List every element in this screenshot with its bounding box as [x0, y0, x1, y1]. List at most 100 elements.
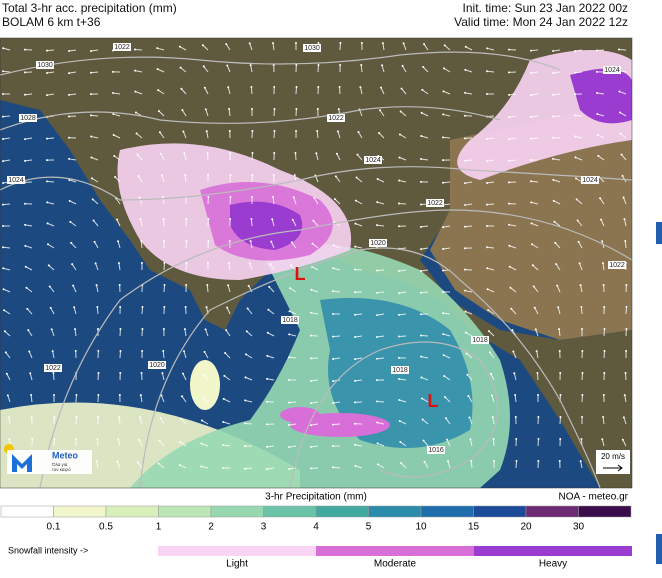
wind-arrow [446, 439, 451, 447]
wind-arrow-head [46, 49, 49, 52]
wind-arrow-head [603, 350, 606, 353]
wind-arrow-head [140, 262, 143, 265]
wind-arrow-head [141, 350, 144, 353]
wind-arrow-head [244, 399, 247, 402]
colorbar-label: 3 [261, 522, 267, 533]
isobar-label: 1024 [604, 67, 620, 74]
wind-arrow-head [251, 108, 254, 111]
wind-arrow-head [68, 136, 71, 139]
wind-arrow [422, 66, 429, 73]
wind-arrow [69, 200, 77, 205]
wind-arrow-head [95, 460, 98, 463]
wind-arrow-head [359, 86, 362, 89]
wind-arrow-head [97, 372, 100, 375]
wind-arrow [179, 46, 187, 51]
wind-arrow [113, 155, 121, 161]
wind-arrow-head [3, 309, 6, 312]
wind-arrow-head [354, 291, 357, 294]
wind-arrow [443, 375, 451, 381]
isobar-label: 1022 [427, 200, 443, 207]
wind-arrow [354, 313, 363, 316]
wind-arrow-head [97, 350, 100, 353]
wind-arrow-head [466, 373, 469, 376]
wind-arrow-head [376, 224, 379, 227]
wind-arrow-head [599, 197, 602, 200]
wind-arrow-head [157, 110, 160, 113]
wind-arrow [93, 220, 99, 227]
wind-arrow [536, 351, 539, 359]
isobar-label: 1022 [114, 44, 130, 51]
wind-arrow [469, 439, 473, 447]
snow-cell [474, 546, 632, 556]
wind-arrow-head [251, 130, 254, 133]
wind-arrow-head [398, 335, 401, 338]
wind-arrow-head [376, 178, 379, 181]
wind-arrow-head [486, 267, 489, 270]
wind-arrow-head [293, 174, 296, 177]
wind-arrow-head [116, 218, 119, 221]
wind-arrow [312, 243, 319, 249]
wind-arrow [245, 376, 253, 381]
wind-arrow-head [229, 152, 232, 155]
wind-arrow [355, 444, 363, 447]
wind-arrow [552, 93, 561, 96]
wind-arrow-head [508, 202, 511, 205]
colorbar-cell [105, 505, 159, 518]
wind-arrow [442, 136, 451, 139]
wind-arrow [25, 245, 33, 249]
wind-arrow-head [8, 438, 11, 441]
wind-arrow [116, 461, 121, 469]
wind-arrow-head [508, 265, 511, 268]
wind-arrow [118, 416, 121, 425]
wind-arrow-head [601, 262, 604, 265]
wind-arrow [136, 133, 143, 139]
wind-arrow [201, 443, 209, 447]
wind-arrow [272, 196, 275, 205]
wind-arrow-head [159, 152, 162, 155]
wind-arrow-head [579, 460, 582, 463]
wind-arrow [225, 43, 231, 51]
wind-arrow-head [163, 306, 166, 309]
wind-arrow [601, 439, 605, 447]
wind-arrow-head [399, 440, 402, 443]
wind-arrow-head [332, 244, 335, 247]
wind-arrow-head [71, 263, 74, 266]
wind-arrow-head [162, 350, 165, 353]
wind-arrow-head [24, 93, 27, 96]
wind-arrow [533, 286, 539, 293]
wind-arrow [139, 197, 143, 205]
wind-arrow [311, 423, 319, 426]
wind-arrow-head [203, 350, 206, 353]
wind-arrow-head [68, 115, 71, 118]
wind-arrow [201, 466, 209, 469]
wind-arrow-head [602, 284, 605, 287]
wind-arrow [223, 421, 231, 425]
wind-arrow-head [420, 248, 423, 251]
wind-arrow [377, 201, 385, 205]
wind-arrow [228, 108, 231, 117]
wind-arrow [72, 285, 77, 293]
wind-arrow-head [228, 240, 231, 243]
wind-arrow-head [268, 285, 271, 288]
wind-arrow-head [581, 372, 584, 375]
wind-arrow-head [271, 218, 274, 221]
wind-arrow-head [422, 439, 425, 442]
wind-arrow-head [138, 416, 141, 419]
wind-arrow [443, 67, 451, 73]
wind-arrow-head [289, 264, 292, 267]
wind-arrow [421, 135, 429, 139]
wind-arrow [250, 218, 253, 227]
colorbar-cell [53, 505, 107, 518]
wind-arrow-head [553, 220, 556, 223]
wind-arrow-head [316, 108, 319, 111]
wind-arrow [157, 47, 165, 51]
wind-arrow-head [486, 246, 489, 249]
wind-arrow-head [492, 438, 495, 441]
wind-arrow [509, 137, 517, 140]
wind-arrow [377, 421, 385, 425]
wind-arrow-head [625, 306, 628, 309]
low-marker: L [428, 391, 439, 411]
wind-arrow [294, 152, 297, 161]
wind-arrow-head [580, 306, 583, 309]
